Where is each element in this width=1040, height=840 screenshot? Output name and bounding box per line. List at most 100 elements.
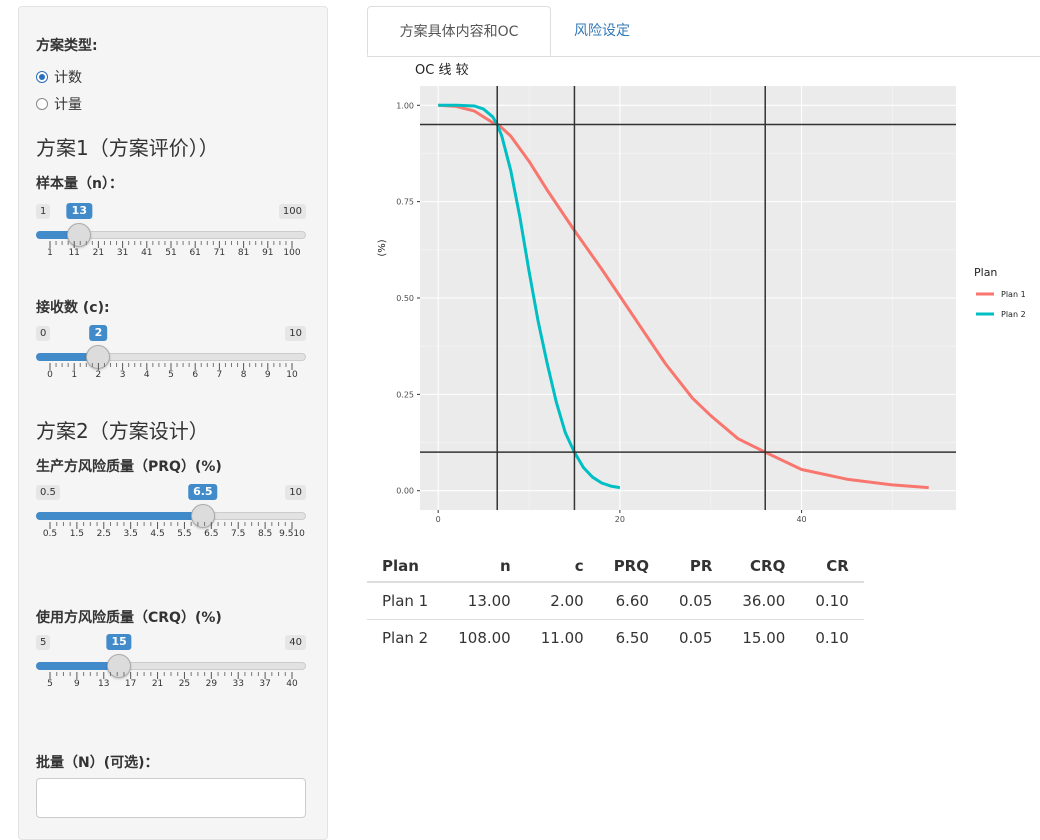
slider-tick-label: 0	[47, 370, 53, 380]
slider-tick-label: 91	[262, 248, 274, 258]
table-header-cell: c	[525, 550, 599, 583]
prq-slider[interactable]: 0.5 10 6.5 0.5 1.5 2.5 3.5 4.5 5.5 6.5 7.5 8.5 9.510	[36, 484, 306, 549]
sidebar-panel: 方案类型: 计数 计量 方案1（方案评价）） 样本量（n）： 1 100 13 1 11…	[18, 6, 328, 840]
crq-label: 使用方风险质量（CRQ）(%)	[36, 610, 222, 626]
chart-title: OC 线 较	[415, 63, 469, 78]
slider-tick-label: 29	[205, 679, 218, 689]
slider-tick-label: 81	[237, 248, 250, 258]
y-axis-label: (%)	[377, 239, 388, 256]
slider-tick-label: 61	[189, 248, 201, 258]
slider-tick-label: 31	[116, 248, 129, 258]
slider-tick-label: 9	[264, 370, 271, 380]
table-header-cell: n	[443, 550, 526, 583]
slider-handle[interactable]	[67, 223, 92, 247]
table-cell: 6.60	[598, 582, 664, 620]
slider-tick-label: 7	[216, 370, 223, 380]
slider-tick-label: 5.5	[177, 529, 192, 539]
slider-tick-label: 3.5	[123, 529, 138, 539]
slider-max-label: 100	[278, 204, 306, 219]
slider-tick-label: 21	[92, 248, 105, 258]
slider-tick-label: 40	[286, 679, 298, 689]
slider-tick-label: 6.5	[204, 529, 219, 539]
table-header-cell: CR	[800, 550, 864, 583]
lot-size-input[interactable]	[36, 778, 306, 818]
table-cell: 0.05	[678, 629, 713, 647]
legend-label: Plan 1	[1001, 290, 1026, 299]
tab-plan-oc[interactable]: 方案具体内容和OC	[367, 6, 551, 56]
slider-tick-label: 11	[68, 248, 80, 258]
radio-count[interactable]: 计数	[36, 67, 82, 87]
table-cell: 15.00	[742, 629, 786, 647]
slider-ticks	[49, 522, 293, 529]
slider-max-label: 10	[285, 326, 306, 341]
table-header-cell: PRQ	[598, 550, 664, 583]
table-header-cell: Plan	[367, 550, 444, 583]
table-header-row: Plan n c PRQ PR CRQ CR	[367, 550, 864, 583]
slider-min-label: 0.5	[36, 485, 60, 500]
accept-number-slider[interactable]: 0 10 2 0 1 2 3 4 5 6 7 8 9 10	[36, 325, 306, 390]
slider-tick-label: 37	[259, 679, 271, 689]
table-row: Plan 2 108.00 11.00 6.50 0.05 15.00 0.10	[367, 620, 864, 657]
slider-handle[interactable]	[107, 654, 132, 678]
table-header-cell: CRQ	[727, 550, 801, 583]
x-tick-label: 0	[436, 515, 441, 524]
slider-tick-label: 21	[151, 679, 164, 689]
table-cell: 108.00	[458, 629, 511, 647]
slider-tick-label: 51	[165, 248, 177, 258]
y-tick-label: 1.00	[396, 101, 414, 110]
table-cell: 11.00	[540, 629, 584, 647]
slider-tick-labels: 5 9 13 17 21 25 29 33 37 40	[36, 679, 306, 691]
slider-min-label: 0	[36, 326, 51, 341]
slider-fill	[36, 231, 80, 239]
y-tick-label: 0.50	[396, 294, 414, 303]
series-line-plan-1	[438, 103, 929, 490]
sample-size-label: 样本量（n）：	[36, 176, 123, 192]
slider-tick-label: 2.5	[96, 529, 111, 539]
tab-risk-settings[interactable]: 风险设定	[574, 23, 630, 39]
slider-fill	[36, 512, 203, 520]
slider-tick-label: 100	[283, 248, 301, 258]
radio-checked-icon	[36, 71, 48, 83]
slider-max-label: 10	[285, 485, 306, 500]
radio-measure[interactable]: 计量	[36, 94, 82, 114]
slider-tick-label: 25	[178, 679, 191, 689]
slider-tick-label: 71	[213, 248, 226, 258]
slider-tick-label: 1.5	[69, 529, 85, 539]
slider-tick-label: 9	[74, 679, 80, 689]
section1-title: 方案1（方案评价））	[36, 136, 219, 160]
slider-value-label: 6.5	[188, 484, 218, 500]
x-tick-label: 20	[615, 515, 625, 524]
plan-table: Plan n c PRQ PR CRQ CR Plan 1 13.00 2.00 6.60 0.05…	[367, 550, 864, 656]
slider-tick-label: 4	[143, 370, 150, 380]
radio-unchecked-icon	[36, 98, 48, 110]
y-tick-label: 0.75	[396, 198, 414, 207]
table-row: Plan 1 13.00 2.00 6.60 0.05 36.00 0.10	[367, 582, 864, 620]
table-cell: 2.00	[525, 582, 599, 620]
table-cell: 36.00	[727, 582, 801, 620]
slider-tick-label: 1	[71, 370, 78, 380]
plan-type-label: 方案类型:	[36, 38, 98, 54]
y-tick-label: 0.25	[396, 390, 414, 399]
legend-title: Plan	[974, 266, 997, 279]
legend-label: Plan 2	[1001, 310, 1026, 319]
slider-tick-label: 7.5	[231, 529, 246, 539]
slider-tick-label: 0.5	[42, 529, 58, 539]
series-line-plan-2	[438, 103, 621, 490]
x-tick-label: 40	[796, 515, 806, 524]
table-cell: 6.50	[615, 629, 649, 647]
slider-tick-label: 3	[119, 370, 126, 380]
slider-value-label: 13	[66, 203, 92, 219]
slider-tick-label: 8	[240, 370, 247, 380]
accept-number-label: 接收数 (c):	[36, 300, 110, 316]
sample-size-slider[interactable]: 1 100 13 1 11 21 31 41 51 61 71 81 91 100	[36, 203, 306, 268]
table-header-cell: PR	[663, 550, 728, 583]
slider-tick-label: 10	[286, 370, 298, 380]
radio-measure-label: 计量	[54, 97, 82, 113]
slider-tick-label: 4.5	[150, 529, 165, 539]
crq-slider[interactable]: 5 40 15 5 9 13 17 21 25 29 33 37 40	[36, 634, 306, 699]
slider-tick-label: 17	[124, 679, 137, 689]
slider-tick-label: 13	[98, 679, 110, 689]
radio-count-label: 计数	[54, 70, 82, 86]
table-cell: 0.10	[815, 629, 849, 647]
slider-tick-label: 8.5	[257, 529, 273, 539]
